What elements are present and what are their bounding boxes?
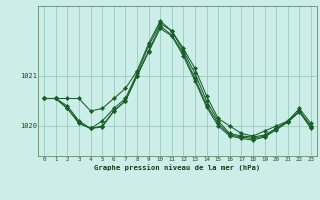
- X-axis label: Graphe pression niveau de la mer (hPa): Graphe pression niveau de la mer (hPa): [94, 164, 261, 171]
